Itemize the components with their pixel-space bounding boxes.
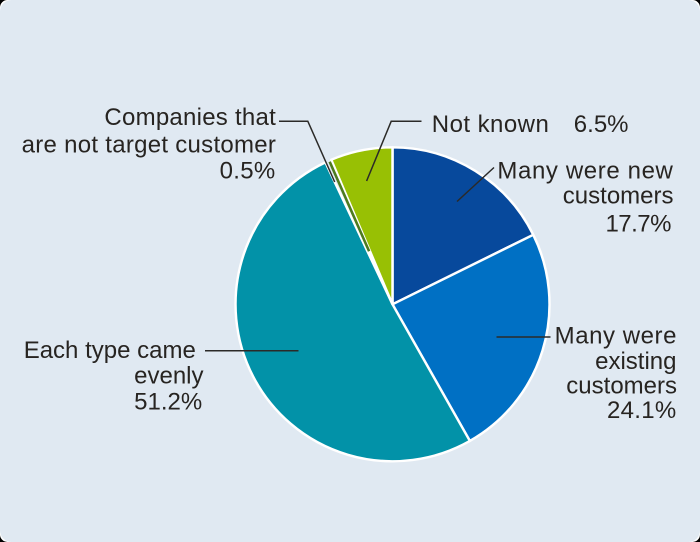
svg-text:Companies that: Companies that xyxy=(104,104,276,131)
svg-text:are not target customer: are not target customer xyxy=(22,132,277,159)
svg-text:Many were: Many were xyxy=(555,323,677,350)
svg-text:Each type came: Each type came xyxy=(24,337,196,364)
svg-text:51.2%: 51.2% xyxy=(134,388,202,415)
svg-text:Not known: Not known xyxy=(432,111,549,138)
svg-text:17.7%: 17.7% xyxy=(605,210,671,237)
svg-text:customers: customers xyxy=(566,372,677,399)
svg-text:6.5%: 6.5% xyxy=(574,111,629,138)
svg-text:existing: existing xyxy=(595,348,676,375)
svg-text:24.1%: 24.1% xyxy=(607,397,677,424)
svg-text:0.5%: 0.5% xyxy=(220,158,276,185)
svg-text:customers: customers xyxy=(563,183,674,210)
svg-text:evenly: evenly xyxy=(134,363,203,390)
svg-text:Many were new: Many were new xyxy=(497,158,673,185)
